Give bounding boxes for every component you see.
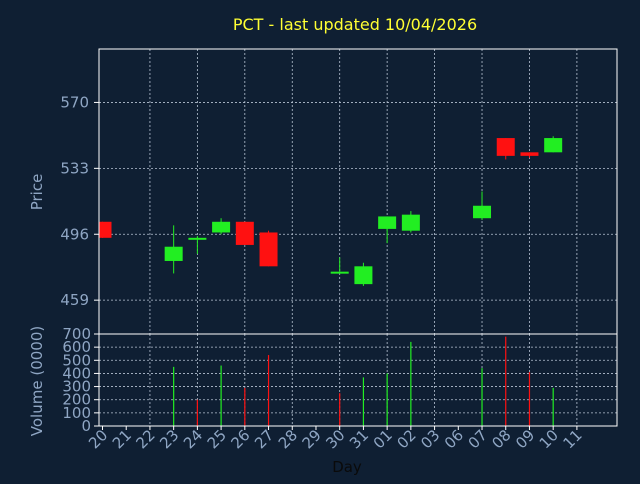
- volume-y-tick-label: 700: [62, 325, 91, 343]
- candle-body: [235, 221, 254, 245]
- volume-y-tick-label: 600: [62, 338, 91, 356]
- volume-y-tick-label: 500: [62, 351, 91, 369]
- candle-body: [496, 138, 515, 156]
- candle-body: [378, 216, 397, 229]
- volume-y-tick-label: 0: [81, 417, 91, 435]
- candle-body: [330, 271, 349, 274]
- volume-y-tick-label: 400: [62, 364, 91, 382]
- candle-body: [164, 246, 183, 261]
- volume-y-tick-label: 300: [62, 378, 91, 396]
- price-y-tick-label: 459: [60, 291, 89, 309]
- candle-body: [188, 237, 207, 240]
- candle-body: [520, 152, 539, 156]
- chart-title: PCT - last updated 10/04/2026: [233, 15, 477, 34]
- x-axis-label: Day: [332, 458, 362, 476]
- candle-body: [401, 214, 420, 231]
- volume-plot-frame: [98, 333, 618, 427]
- volume-bars: [173, 336, 554, 426]
- candle-body: [354, 266, 373, 285]
- volume-y-tick-label: 100: [62, 404, 91, 422]
- candle-body: [212, 221, 231, 233]
- price-y-tick-label: 496: [60, 225, 89, 243]
- price-y-tick-label: 570: [60, 93, 89, 111]
- price-grid: [99, 49, 617, 334]
- price-y-tick-label: 533: [60, 159, 89, 177]
- price-candles: [99, 136, 563, 286]
- price-axis-label: Price: [28, 174, 46, 211]
- candle-body: [473, 205, 492, 219]
- candle-body: [259, 232, 278, 267]
- candle-body: [544, 138, 563, 153]
- volume-y-tick-label: 200: [62, 391, 91, 409]
- candle-body: [99, 221, 112, 238]
- price-y-tick-labels: 459 496 533 570: [60, 93, 99, 309]
- volume-axis-label: Volume (0000): [28, 326, 46, 436]
